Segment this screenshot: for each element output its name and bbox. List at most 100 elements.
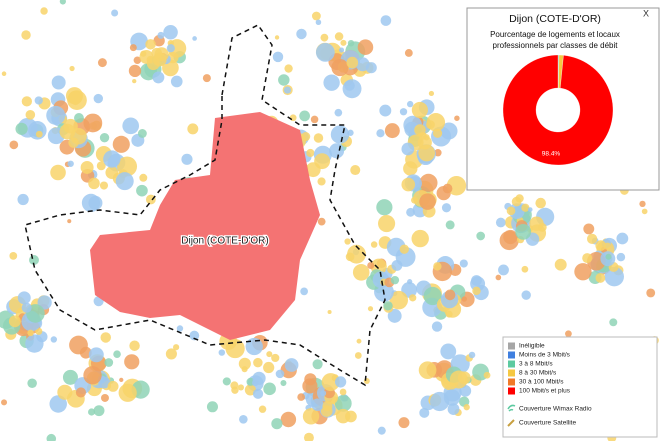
coverage-dot [345, 410, 357, 423]
commune-boundary [24, 24, 386, 387]
coverage-dot [9, 252, 18, 260]
coverage-dot [50, 336, 58, 343]
coverage-dot [506, 206, 516, 216]
coverage-dot [302, 408, 320, 425]
coverage-dot [104, 358, 114, 367]
coverage-dot [111, 9, 119, 17]
coverage-dot [411, 101, 428, 119]
coverage-dot [27, 329, 34, 337]
coverage-dot [414, 124, 426, 136]
legend-swatch [508, 342, 515, 350]
close-button[interactable]: X [643, 8, 649, 18]
coverage-dot [447, 403, 460, 415]
legend-label: 30 à 100 Mbit/s [519, 379, 564, 386]
coverage-dot [605, 253, 612, 260]
coverage-dot [136, 184, 148, 197]
coverage-dot [582, 253, 593, 264]
coverage-dot [398, 417, 410, 429]
coverage-dot [252, 388, 264, 399]
coverage-dot [445, 310, 453, 318]
coverage-dot [376, 199, 393, 216]
coverage-dot [62, 369, 78, 385]
coverage-dot [331, 58, 349, 77]
coverage-dot [441, 203, 452, 213]
coverage-dot [274, 35, 280, 40]
coverage-dot [15, 122, 28, 135]
coverage-dot [344, 238, 351, 245]
coverage-dot [222, 377, 231, 386]
coverage-dot [495, 217, 506, 228]
coverage-dot [461, 296, 467, 302]
coverage-dot [350, 164, 361, 176]
coverage-dot [407, 279, 413, 285]
coverage-dot [406, 207, 415, 217]
coverage-dot [377, 426, 386, 435]
coverage-dot [83, 366, 102, 385]
coverage-dot [119, 377, 124, 383]
coverage-dot [339, 388, 347, 396]
coverage-dot [347, 129, 354, 136]
coverage-dot [103, 150, 121, 168]
satellite-icon [507, 419, 515, 427]
coverage-dot [25, 110, 36, 120]
coverage-dot [88, 347, 104, 363]
coverage-dot [93, 93, 103, 104]
coverage-dot [140, 50, 147, 57]
coverage-dot [202, 74, 211, 83]
coverage-dot [297, 393, 306, 401]
coverage-dot [139, 173, 148, 182]
coverage-dot [320, 33, 329, 42]
legend-label: 8 à 30 Mbit/s [519, 370, 557, 377]
coverage-dot [96, 161, 106, 171]
coverage-dot [595, 240, 607, 251]
coverage-dot [419, 407, 430, 418]
coverage-dot [472, 286, 481, 296]
coverage-dot [21, 96, 32, 107]
coverage-dot [428, 90, 435, 97]
coverage-dot [370, 241, 378, 248]
coverage-dot [253, 357, 263, 368]
coverage-dot [457, 371, 471, 385]
coverage-dot [206, 401, 218, 413]
coverage-dot [595, 273, 606, 283]
coverage-dot [272, 51, 284, 63]
coverage-dot [263, 382, 276, 396]
coverage-dot [118, 383, 137, 402]
coverage-dot [34, 96, 43, 105]
coverage-dot [321, 373, 340, 392]
coverage-dot [251, 379, 259, 387]
coverage-dot [157, 31, 165, 39]
coverage-dot [245, 337, 263, 356]
coverage-dot [46, 433, 57, 441]
legend-label: 100 Mbit/s et plus [519, 388, 571, 395]
coverage-dot [271, 353, 280, 363]
coverage-dot [313, 133, 324, 143]
coverage-dot [604, 266, 624, 287]
coverage-dot [124, 354, 140, 370]
coverage-dot [419, 173, 438, 192]
wimax-icon [507, 404, 516, 412]
coverage-dot [266, 351, 273, 358]
coverage-dot [440, 343, 457, 360]
coverage-dot [423, 134, 430, 141]
coverage-dot [75, 387, 86, 398]
coverage-dot [529, 216, 544, 231]
coverage-dot [263, 361, 275, 374]
coverage-dot [306, 148, 315, 158]
coverage-dot [367, 306, 374, 312]
coverage-dot [69, 335, 88, 355]
coverage-dot [356, 338, 362, 344]
coverage-dot [646, 288, 656, 298]
legend-label: Couverture Wimax Radio [519, 406, 592, 413]
coverage-dot [609, 318, 618, 327]
coverage-dot [515, 223, 532, 240]
coverage-dot [503, 229, 518, 245]
coverage-dot [376, 129, 385, 138]
coverage-dot [21, 30, 31, 40]
coverage-dot [100, 332, 111, 343]
coverage-dot [426, 113, 446, 132]
coverage-dot [88, 177, 100, 190]
coverage-dot [476, 231, 486, 241]
donut-chart: 98.4% [502, 54, 614, 166]
coverage-dot [300, 287, 308, 296]
